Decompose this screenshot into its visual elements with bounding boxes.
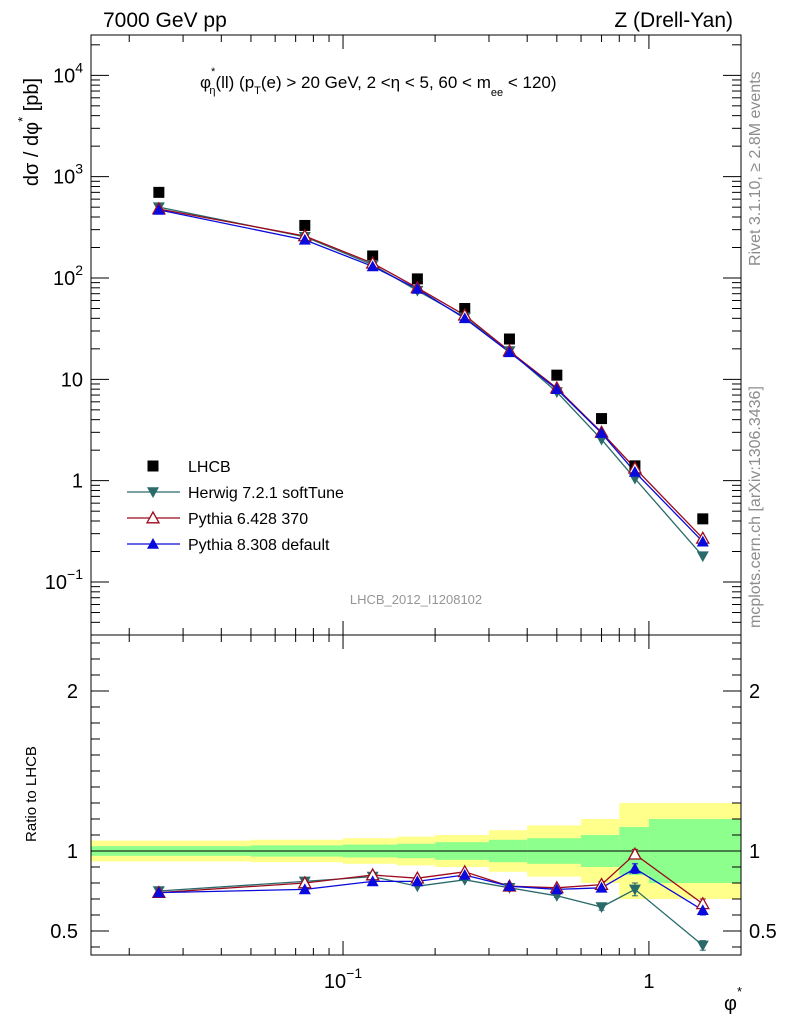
- ratio-y-tick-label-right: 0.5: [749, 921, 777, 943]
- pythia8-point: [298, 233, 311, 245]
- x-tick-label: 10−1: [324, 965, 362, 993]
- pythia8-ratio-point: [458, 869, 471, 880]
- pythia8-line: [158, 209, 704, 543]
- pythia8-point: [550, 383, 563, 394]
- legend: LHCB Herwig 7.2.1 softTune Pythia 6.428 37…: [127, 459, 344, 554]
- pythia8-ratio-point: [696, 904, 709, 915]
- pythia8-point: [458, 312, 471, 324]
- main-series-markers: [151, 186, 710, 563]
- main-y-tick-labels: 10−1 1 10 102 103 104: [45, 59, 83, 594]
- herwig-ratio-point: [628, 884, 641, 896]
- ratio-series-markers: [151, 846, 710, 952]
- pythia8-point: [628, 465, 641, 477]
- analysis-watermark: LHCB_2012_I1208102: [350, 592, 482, 607]
- legend-marker-pythia8: [147, 538, 159, 549]
- pythia8-ratio-point: [503, 880, 516, 891]
- pythia8-point: [595, 427, 608, 438]
- pythia8-ratio-point: [595, 881, 608, 893]
- pythia6-line: [158, 208, 704, 539]
- legend-label-herwig: Herwig 7.2.1 softTune: [188, 485, 344, 502]
- ratio-frame: [90, 634, 742, 956]
- main-y-tick-label: 103: [53, 161, 83, 189]
- pythia8-ratio-point: [411, 875, 424, 887]
- herwig-line: [158, 206, 704, 557]
- data-point: [596, 413, 608, 425]
- main-y-tick-label: 10: [61, 369, 83, 391]
- legend-label-pythia8: Pythia 8.308 default: [188, 537, 330, 554]
- legend-marker-herwig: [147, 487, 159, 498]
- ratio-y-tick-labels: 0.5 0.5 1 1 2 2: [50, 681, 777, 943]
- ratio-y-tick-label: 0.5: [50, 921, 78, 943]
- x-tick-labels: 10−1 1: [324, 965, 655, 993]
- legend-marker-data: [147, 460, 159, 472]
- pythia8-point: [696, 535, 709, 547]
- ratio-y-axis-label: Ratio to LHCB: [23, 746, 40, 842]
- legend-marker-pythia6: [145, 510, 161, 524]
- pythia8-ratio-point: [366, 875, 379, 887]
- main-y-tick-label: 104: [53, 59, 83, 87]
- pythia6-ratio-point: [627, 846, 643, 860]
- ratio-y-tick-label-right: 1: [749, 841, 760, 863]
- ratio-axis-ticks: [91, 635, 742, 955]
- data-point: [697, 513, 709, 525]
- title-part-a: (ll) (p: [215, 73, 254, 92]
- pythia8-point: [152, 203, 165, 215]
- data-point: [153, 186, 165, 198]
- x-tick-label: 1: [643, 971, 654, 993]
- pythia6-ratio-line: [158, 853, 704, 905]
- header-right: Z (Drell-Yan): [614, 9, 733, 32]
- pythia8-ratio-line: [158, 867, 704, 911]
- ratio-y-tick-label: 2: [67, 681, 78, 703]
- title-phi-sub: η: [209, 85, 215, 97]
- x-axis-label: φ*: [724, 984, 742, 1015]
- title-pt-sub: T: [254, 85, 261, 97]
- herwig-point: [696, 551, 709, 563]
- data-point: [503, 333, 515, 345]
- ratio-panel: 0.5 0.5 1 1 2 2 10−1 1 Ratio to LHCB φ*: [23, 634, 777, 1015]
- pythia8-ratio-point: [152, 886, 165, 898]
- ylabel-unit: [pb]: [21, 78, 43, 117]
- data-point: [411, 273, 423, 285]
- xlabel-phi: φ: [724, 993, 737, 1015]
- title-phi: φ: [200, 73, 211, 92]
- herwig-ratio-point: [696, 940, 709, 952]
- pythia8-point: [503, 346, 516, 358]
- pythia8-point: [366, 260, 379, 272]
- legend-label-pythia6: Pythia 6.428 370: [188, 511, 308, 528]
- rivet-version-label: Rivet 3.1.10, ≥ 2.8M events: [747, 71, 764, 266]
- data-point: [299, 219, 311, 231]
- xlabel-sup: *: [737, 984, 742, 999]
- pythia8-point: [411, 282, 424, 294]
- title-part-c: < 120): [503, 73, 556, 92]
- main-y-tick-label: 102: [53, 262, 83, 290]
- main-series-lines: [158, 206, 704, 557]
- ylabel-sup: *: [15, 117, 30, 122]
- pythia8-ratio-point: [628, 862, 641, 874]
- title-m-sub: ee: [491, 87, 503, 99]
- mcplots-source-label: mcplots.cern.ch [arXiv:1306.3436]: [747, 386, 764, 628]
- main-y-tick-label: 10−1: [45, 566, 83, 594]
- pythia8-ratio-point: [550, 883, 563, 895]
- ratio-y-tick-label: 1: [67, 841, 78, 863]
- main-y-tick-label: 1: [72, 471, 83, 493]
- legend-label-data: LHCB: [188, 459, 231, 476]
- plot-title: φ* η(ll) (pT(e) > 20 GeV, 2 <η < 5, 60 < …: [200, 66, 557, 99]
- ratio-y-tick-label-right: 2: [749, 681, 760, 703]
- title-phi-sup: *: [211, 66, 216, 78]
- main-y-axis-label: dσ / dφ* [pb]: [15, 78, 43, 186]
- pythia8-ratio-point: [298, 883, 311, 895]
- header-left: 7000 GeV pp: [103, 9, 227, 32]
- main-axis-ticks: [91, 35, 742, 636]
- data-point: [551, 369, 563, 381]
- title-part-b: (e) > 20 GeV, 2 <η < 5, 60 < m: [261, 73, 491, 92]
- herwig-ratio-point: [595, 902, 608, 913]
- ylabel-main: dσ / dφ: [21, 122, 43, 186]
